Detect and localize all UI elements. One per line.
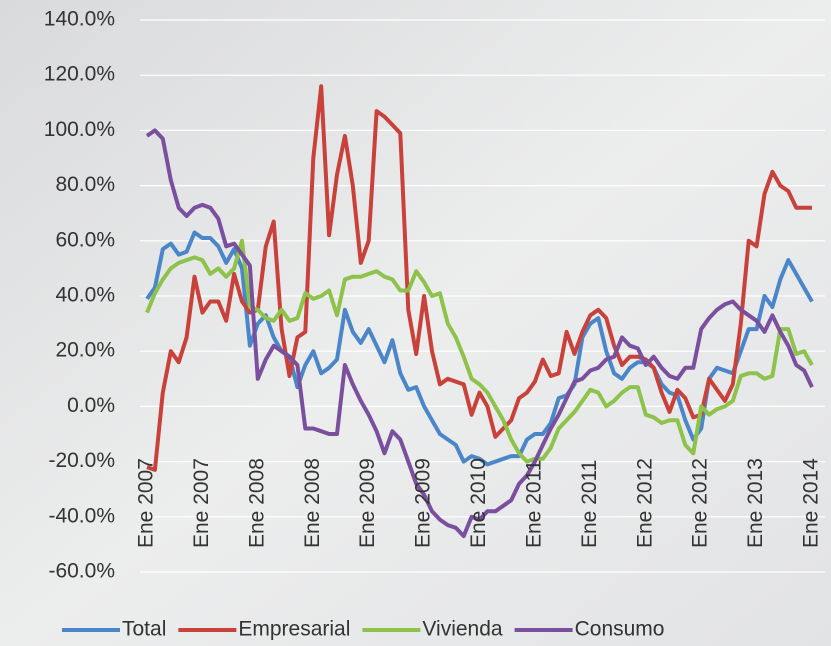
series-line — [145, 230, 814, 467]
legend-label: Consumo — [575, 618, 665, 641]
x-tick-label: Ene 2013 — [744, 458, 767, 548]
x-tick-label: Ene 2011 — [522, 460, 545, 548]
y-tick-label: -60.0% — [48, 560, 115, 583]
x-tick-label: Ene 2009 — [412, 458, 435, 548]
x-tick-label: Ene 2008 — [245, 458, 268, 548]
y-tick-label: 40.0% — [55, 284, 115, 307]
y-tick-label: 60.0% — [55, 228, 115, 251]
y-tick-label: 80.0% — [55, 173, 115, 196]
x-tick-label: Ene 2010 — [467, 458, 490, 548]
x-tick-label: Ene 2007 — [135, 458, 158, 548]
series-line — [145, 238, 814, 464]
legend-label: Total — [122, 618, 166, 641]
legend-label: Empresarial — [238, 618, 350, 641]
x-tick-label: Ene 2014 — [800, 458, 823, 548]
x-tick-label: Ene 2012 — [633, 458, 656, 548]
y-tick-label: 20.0% — [55, 339, 115, 362]
y-tick-label: -40.0% — [48, 504, 115, 527]
x-tick-label: Ene 2008 — [301, 458, 324, 548]
y-tick-label: 120.0% — [44, 63, 115, 86]
x-tick-label: Ene 2007 — [190, 458, 213, 548]
y-tick-label: 0.0% — [67, 394, 115, 417]
x-tick-label: Ene 2012 — [689, 458, 712, 548]
y-tick-label: -20.0% — [48, 449, 115, 472]
series-line — [145, 128, 814, 539]
x-tick-label: Ene 2011 — [578, 460, 601, 548]
legend-label: Vivienda — [422, 618, 502, 641]
x-tick-label: Ene 2009 — [356, 458, 379, 548]
y-tick-label: 140.0% — [44, 8, 115, 31]
y-tick-label: 100.0% — [44, 118, 115, 141]
